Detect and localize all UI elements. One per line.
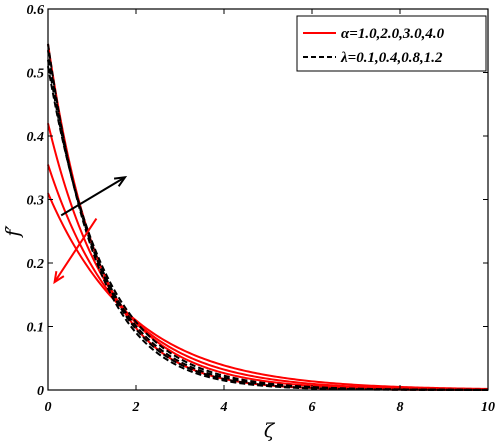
x-tick-label: 8 <box>397 400 404 415</box>
series-line-lambda-7 <box>47 43 488 391</box>
x-tick-label: 0 <box>45 400 52 415</box>
x-axis-label: ζ <box>264 420 276 442</box>
legend-label-alpha: α=1.0,2.0,3.0,4.0 <box>341 26 445 42</box>
x-tick-label: 10 <box>481 400 495 415</box>
y-tick-label: 0.6 <box>27 3 45 18</box>
x-tick-label: 2 <box>132 400 140 415</box>
series-line-alpha-3 <box>47 43 489 391</box>
y-axis-ticks: 0 0.1 0.2 0.3 0.4 0.5 0.6 <box>27 3 488 399</box>
black-trend-arrow-head <box>113 176 128 187</box>
x-axis-ticks: 0 2 4 6 8 10 <box>45 9 495 415</box>
legend-label-lambda: λ=0.1,0.4,0.8,1.2 <box>340 50 443 66</box>
series-line-lambda-6 <box>47 50 489 391</box>
y-tick-label: 0.5 <box>27 67 45 82</box>
y-tick-label: 0.1 <box>27 321 45 336</box>
legend: α=1.0,2.0,3.0,4.0 λ=0.1,0.4,0.8,1.2 <box>296 15 487 72</box>
series-line-lambda-4 <box>47 65 489 391</box>
x-tick-label: 6 <box>309 400 316 415</box>
y-tick-label: 0.4 <box>27 130 45 145</box>
series-line-alpha-2 <box>47 123 489 391</box>
y-tick-label: 0.2 <box>27 257 45 272</box>
red-trend-arrow-head <box>53 271 65 285</box>
y-tick-label: 0 <box>37 384 44 399</box>
series-line-alpha-1 <box>47 164 489 391</box>
trend-arrows <box>53 176 128 285</box>
series-curves <box>47 43 489 391</box>
x-tick-label: 4 <box>220 400 228 415</box>
black-trend-arrow <box>60 176 126 217</box>
series-line-lambda-5 <box>47 59 488 391</box>
legend-box <box>296 15 487 72</box>
y-tick-label: 0.3 <box>27 194 45 209</box>
red-trend-arrow <box>53 218 98 283</box>
y-axis-label: f′ <box>2 225 24 239</box>
